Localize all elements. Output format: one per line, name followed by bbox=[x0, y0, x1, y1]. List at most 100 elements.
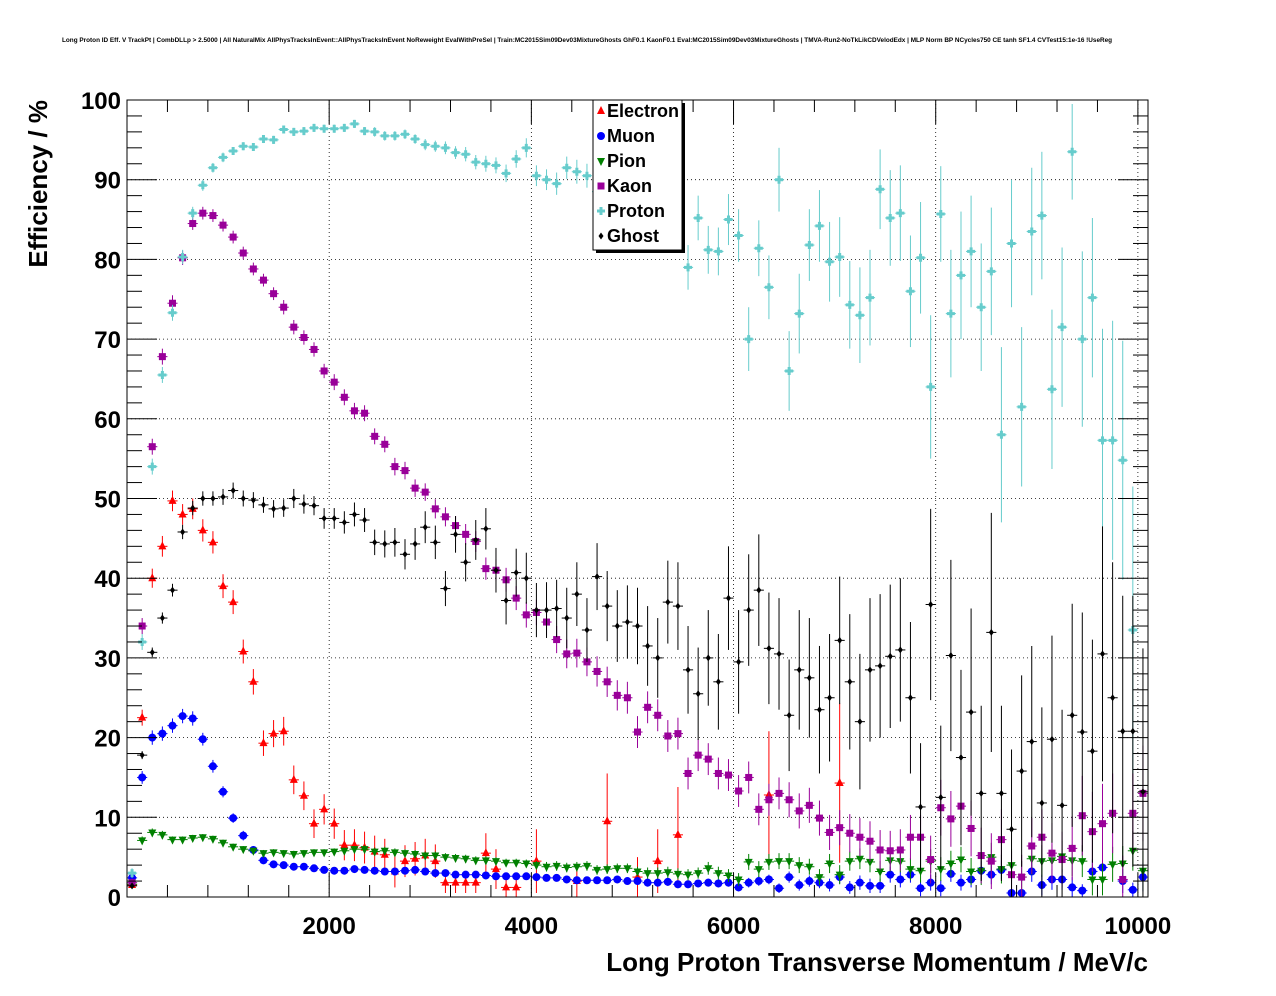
data-point bbox=[745, 773, 753, 781]
data-point bbox=[876, 881, 885, 890]
data-point bbox=[198, 834, 207, 843]
data-point bbox=[128, 869, 137, 878]
data-point bbox=[311, 502, 317, 510]
data-point bbox=[835, 778, 844, 787]
data-point bbox=[866, 881, 875, 890]
data-point bbox=[877, 662, 883, 670]
data-point bbox=[279, 861, 288, 870]
data-point bbox=[764, 283, 773, 292]
data-point bbox=[815, 814, 823, 822]
data-point bbox=[1017, 402, 1026, 411]
data-point bbox=[1049, 735, 1055, 743]
data-point bbox=[1128, 885, 1137, 894]
data-point bbox=[593, 876, 602, 885]
data-point bbox=[827, 694, 833, 702]
data-point bbox=[188, 835, 197, 844]
data-point bbox=[866, 837, 874, 845]
data-point bbox=[956, 878, 965, 887]
data-point bbox=[421, 140, 430, 149]
data-point bbox=[178, 509, 187, 518]
data-point bbox=[320, 367, 328, 375]
data-point bbox=[340, 123, 349, 132]
data-point bbox=[1059, 801, 1065, 809]
data-point bbox=[310, 345, 318, 353]
data-point bbox=[754, 866, 763, 875]
data-point bbox=[603, 678, 611, 686]
data-point bbox=[1007, 239, 1016, 248]
data-point bbox=[1039, 799, 1045, 807]
legend-label: Muon bbox=[607, 126, 655, 146]
data-point bbox=[158, 353, 166, 361]
data-point bbox=[704, 878, 713, 887]
data-point bbox=[259, 738, 268, 747]
data-point bbox=[967, 247, 976, 256]
data-point bbox=[775, 884, 784, 893]
data-point bbox=[190, 504, 196, 512]
data-point bbox=[441, 854, 450, 863]
data-point bbox=[926, 382, 935, 391]
grid bbox=[127, 100, 1148, 897]
legend-label: Kaon bbox=[607, 176, 652, 196]
data-point bbox=[168, 495, 177, 504]
data-point bbox=[461, 870, 470, 879]
data-point bbox=[724, 771, 732, 779]
data-point bbox=[269, 728, 278, 737]
data-point bbox=[744, 858, 753, 867]
data-point bbox=[411, 850, 420, 859]
data-point bbox=[847, 678, 853, 686]
data-point bbox=[361, 409, 369, 417]
data-point bbox=[158, 729, 167, 738]
series-electron bbox=[127, 490, 845, 897]
data-point bbox=[491, 858, 500, 867]
data-point bbox=[301, 500, 307, 508]
data-point bbox=[1098, 436, 1107, 445]
data-point bbox=[148, 462, 157, 471]
data-point bbox=[867, 666, 873, 674]
data-point bbox=[1140, 788, 1146, 796]
data-point bbox=[512, 859, 521, 868]
data-point bbox=[1078, 335, 1087, 344]
data-point bbox=[1108, 861, 1117, 870]
data-point bbox=[876, 868, 885, 877]
data-point bbox=[1110, 694, 1116, 702]
data-point bbox=[956, 271, 965, 280]
data-point bbox=[271, 505, 277, 513]
data-point bbox=[785, 366, 794, 375]
data-point bbox=[400, 866, 409, 875]
data-point bbox=[330, 848, 339, 857]
data-point bbox=[148, 443, 156, 451]
data-point bbox=[330, 866, 339, 875]
data-point bbox=[988, 628, 994, 636]
data-point bbox=[805, 801, 813, 809]
data-point bbox=[633, 868, 642, 877]
data-point bbox=[269, 849, 278, 858]
data-point bbox=[210, 495, 216, 502]
data-point bbox=[643, 878, 652, 887]
data-point bbox=[978, 789, 984, 797]
data-point bbox=[259, 856, 268, 865]
data-point bbox=[158, 541, 167, 550]
data-point bbox=[441, 143, 450, 152]
data-point bbox=[896, 209, 905, 218]
data-point bbox=[178, 836, 187, 845]
data-point bbox=[229, 814, 238, 823]
data-point bbox=[522, 860, 531, 869]
data-point bbox=[512, 882, 521, 891]
data-point bbox=[219, 839, 228, 848]
data-point bbox=[673, 829, 682, 838]
data-point bbox=[655, 654, 661, 662]
data-point bbox=[502, 882, 511, 891]
data-point bbox=[279, 726, 288, 735]
data-point bbox=[402, 550, 408, 558]
y-tick-label: 10 bbox=[94, 805, 121, 832]
legend-marker bbox=[597, 207, 605, 215]
data-point bbox=[635, 622, 640, 630]
data-point bbox=[704, 865, 713, 874]
data-point bbox=[229, 597, 238, 606]
data-point bbox=[1027, 227, 1036, 236]
data-point bbox=[188, 209, 197, 218]
data-point bbox=[391, 463, 399, 471]
legend-label: Ghost bbox=[607, 226, 659, 246]
data-point bbox=[1118, 456, 1127, 465]
data-point bbox=[958, 754, 964, 762]
